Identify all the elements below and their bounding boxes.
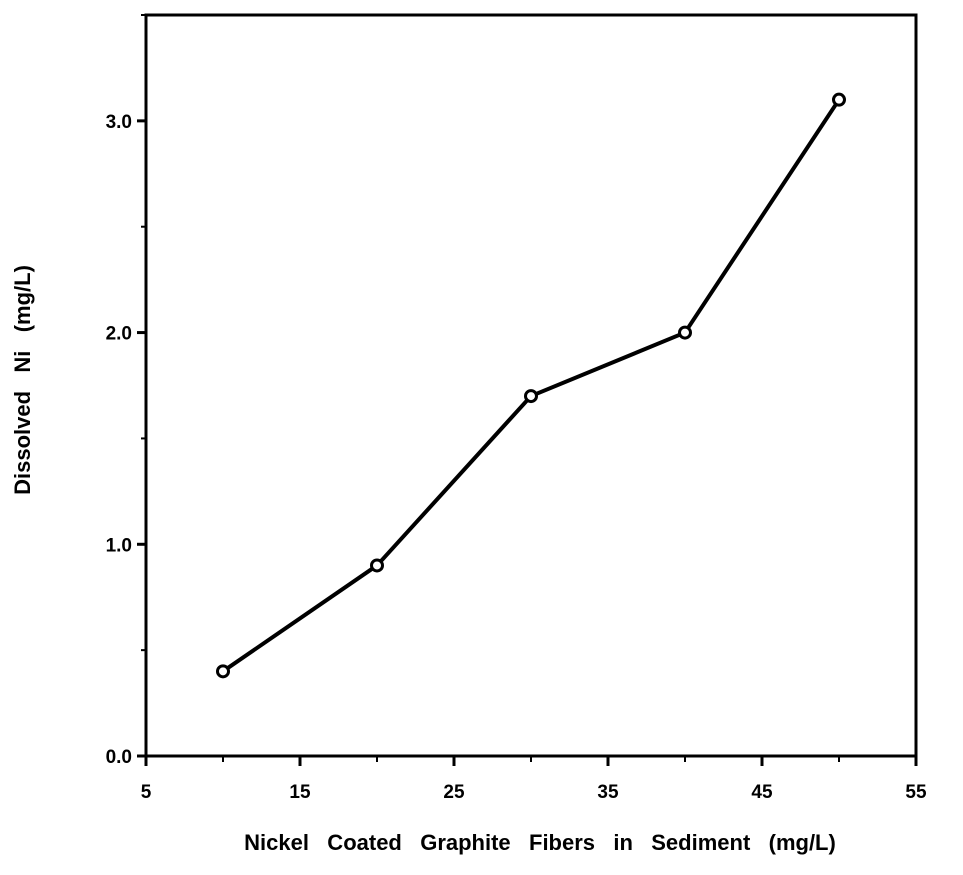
x-tick-label: 5 <box>141 782 152 803</box>
data-point <box>216 664 230 679</box>
x-axis-ticks: 5 15 25 35 45 55 <box>141 756 927 803</box>
data-point <box>370 558 384 573</box>
y-tick-label: 0.0 <box>106 747 132 768</box>
data-point <box>678 325 692 340</box>
series-line <box>221 98 841 673</box>
y-tick-label: 3.0 <box>106 112 132 133</box>
x-axis-title: Nickel Coated Graphite Fibers in Sedimen… <box>244 830 836 855</box>
data-point <box>832 92 846 107</box>
y-tick-label: 2.0 <box>106 324 132 345</box>
y-axis-title: Dissolved Ni (mg/L) <box>10 265 35 495</box>
series <box>216 92 846 679</box>
y-tick-label: 1.0 <box>106 535 132 556</box>
x-tick-label: 45 <box>751 782 773 803</box>
data-point <box>524 389 538 404</box>
x-tick-label: 35 <box>597 782 619 803</box>
x-tick-label: 55 <box>905 782 927 803</box>
y-axis-ticks: 0.0 1.0 2.0 3.0 <box>106 14 146 768</box>
x-tick-label: 15 <box>289 782 311 803</box>
x-tick-label: 25 <box>443 782 465 803</box>
